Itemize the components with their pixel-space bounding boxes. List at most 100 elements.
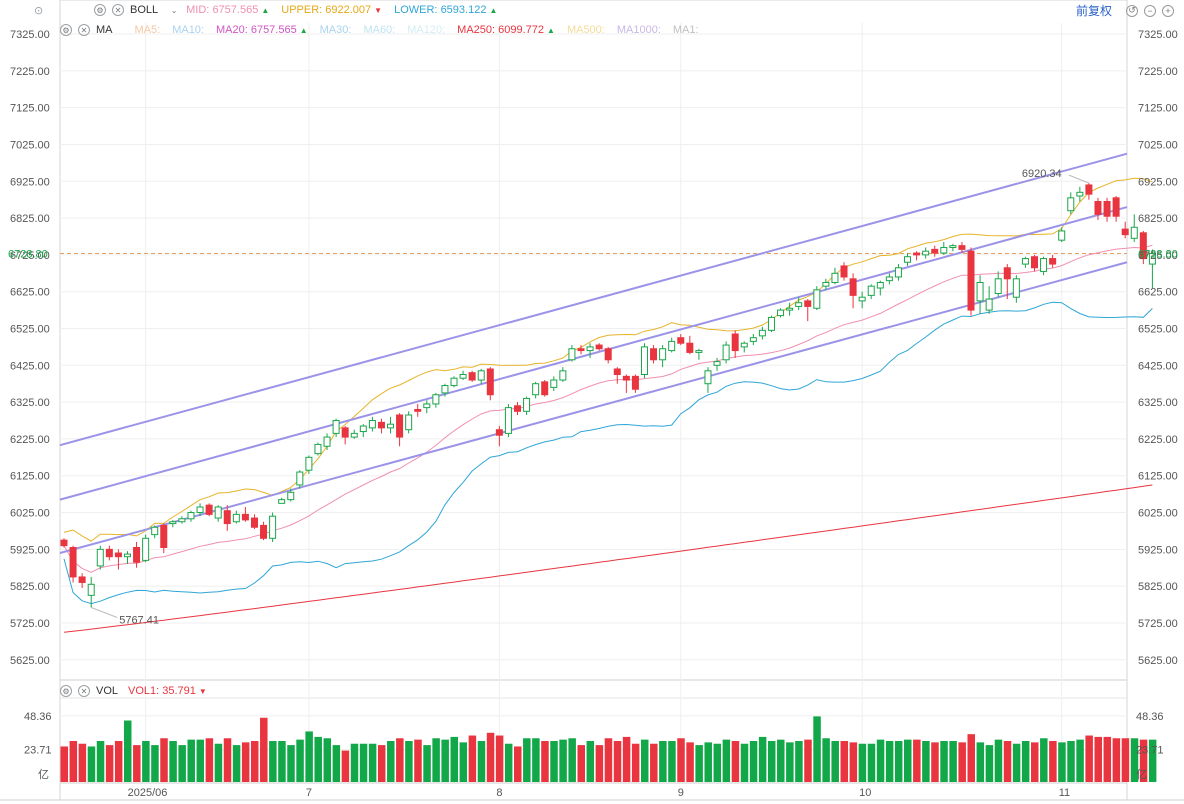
volume-bar: [622, 736, 631, 782]
volume-bar: [87, 746, 96, 782]
volume-bar: [232, 745, 241, 782]
ma-item-ma20: MA20: 6757.565 ▲: [215, 24, 308, 36]
ma-item-ma1: MA1:: [672, 24, 699, 36]
volume-bar: [940, 741, 948, 782]
volume-bar: [477, 741, 486, 782]
candle-body: [123, 553, 131, 558]
candle-body: [767, 316, 775, 331]
candle-body: [1121, 228, 1129, 236]
undo-icon[interactable]: ↺: [1126, 4, 1138, 17]
vol-unit-right: 亿: [1136, 768, 1147, 781]
settings-icon[interactable]: ⚙: [94, 4, 106, 16]
candle-body: [622, 375, 630, 381]
candle-body: [650, 348, 658, 361]
volume-bar: [640, 739, 649, 782]
candle-body: [414, 408, 422, 412]
price-tick-right: 5725.00: [1138, 618, 1178, 630]
trend-channel-lines[interactable]: [59, 152, 1128, 554]
candle-body: [105, 548, 113, 558]
candle-body: [441, 385, 449, 394]
volume-bar: [704, 742, 712, 782]
close-icon[interactable]: ✕: [78, 24, 90, 36]
candle-body: [1085, 184, 1093, 195]
candle-body: [922, 250, 930, 256]
volume-bar: [1103, 736, 1112, 782]
candle-body: [232, 513, 240, 523]
candle-body: [432, 394, 440, 405]
vol-tick-right: 48.36: [1136, 711, 1164, 723]
candle-body: [323, 436, 331, 447]
ma-item-ma1000: MA1000:: [616, 24, 661, 36]
candle-body: [368, 420, 376, 429]
ma-items: MA5: MA10: MA20: 6757.565 ▲ MA30: MA60: MA120:…: [135, 24, 711, 36]
trend-channel-line-1[interactable]: [59, 152, 1128, 447]
candle-body: [985, 298, 993, 311]
trend-channel-line-2[interactable]: [59, 206, 1128, 501]
vol-name: VOL: [96, 685, 119, 697]
volume-bar: [269, 741, 277, 782]
volume-bar: [1049, 741, 1057, 782]
volume-bar: [396, 738, 404, 782]
candle-body: [350, 432, 358, 438]
close-icon[interactable]: ✕: [78, 685, 90, 697]
candle-body: [241, 513, 249, 521]
volume-bar: [867, 743, 876, 782]
volume-bar: [731, 741, 740, 782]
price-tick-right: 7025.00: [1138, 139, 1178, 151]
candle-body: [541, 381, 549, 396]
candle-body: [504, 407, 512, 434]
zoom-out-icon[interactable]: −: [1144, 4, 1156, 17]
candle-body: [305, 456, 313, 471]
candle-body: [1094, 201, 1102, 215]
fuquan-toggle[interactable]: 前复权: [1075, 4, 1112, 18]
date-label: 2025/06: [128, 787, 168, 799]
trend-channel-line-3[interactable]: [59, 261, 1128, 554]
candle-body: [604, 348, 612, 361]
boll-name: BOLL: [130, 4, 159, 16]
candle-body: [495, 429, 503, 436]
candle-body: [1103, 201, 1111, 217]
volume-bar: [613, 741, 622, 782]
price-tick-right: 5925.00: [1138, 544, 1178, 556]
boll-upper-line: [63, 177, 1153, 542]
volume-bar: [577, 745, 585, 782]
price-tick-left: 5625.00: [10, 655, 50, 667]
ma250-path: [63, 484, 1153, 633]
settings-icon[interactable]: ⚙: [60, 24, 72, 36]
volume-bar: [133, 745, 141, 782]
volume-bar: [541, 741, 549, 782]
volume-bar: [368, 743, 377, 782]
volume-bar: [985, 745, 994, 782]
price-tick-right: 5825.00: [1138, 581, 1178, 593]
volume-bar: [686, 742, 694, 782]
collapse-icon[interactable]: ⊙: [34, 4, 44, 17]
price-tick-left: 7125.00: [10, 103, 50, 115]
ma-name: MA: [96, 24, 113, 36]
settings-icon[interactable]: ⚙: [60, 685, 72, 697]
volume-bar: [123, 720, 132, 782]
low-marker-line: [91, 607, 118, 618]
candle-body: [60, 539, 68, 547]
close-icon[interactable]: ✕: [112, 4, 124, 16]
bollinger-bands: [63, 177, 1153, 605]
volume-bar: [650, 743, 658, 782]
candle-body: [296, 471, 304, 486]
candle-body: [450, 377, 458, 387]
volume-bar: [96, 741, 105, 782]
volume-bar: [1030, 742, 1039, 782]
volume-bar: [359, 743, 368, 782]
candle-body: [142, 537, 150, 561]
candle-body: [913, 252, 921, 256]
zoom-in-icon[interactable]: +: [1162, 4, 1174, 17]
candle-body: [1030, 256, 1038, 269]
candle-body: [78, 576, 86, 583]
candle-body: [931, 248, 939, 254]
volume-bar: [586, 741, 595, 782]
volume-bar: [831, 741, 839, 782]
date-label: 7: [306, 787, 312, 799]
candle-body: [1049, 258, 1057, 265]
price-tick-left: 6025.00: [10, 508, 50, 520]
volume-bar: [740, 743, 749, 782]
chevron-down-icon[interactable]: ⌄: [170, 5, 178, 15]
